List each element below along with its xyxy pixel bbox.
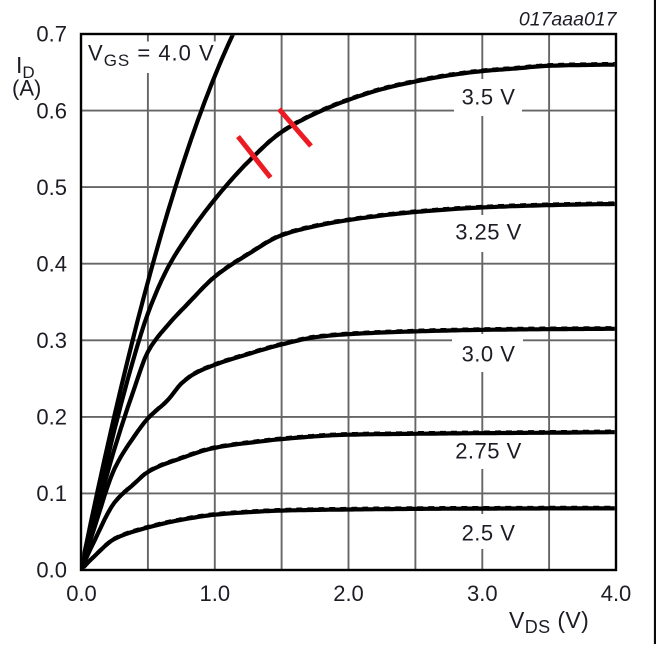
- svg-text:3.5 V: 3.5 V: [462, 85, 516, 110]
- svg-text:2.5 V: 2.5 V: [462, 521, 516, 546]
- svg-text:0.6: 0.6: [36, 98, 67, 123]
- svg-text:3.25 V: 3.25 V: [455, 220, 522, 245]
- svg-text:0.5: 0.5: [36, 175, 67, 200]
- svg-text:0.4: 0.4: [36, 251, 67, 276]
- svg-text:0.1: 0.1: [36, 481, 67, 506]
- svg-text:017aaa017: 017aaa017: [519, 9, 618, 31]
- svg-text:0.0: 0.0: [66, 581, 97, 606]
- svg-text:(A): (A): [12, 76, 41, 101]
- svg-text:4.0: 4.0: [601, 581, 632, 606]
- svg-text:1.0: 1.0: [200, 581, 231, 606]
- svg-text:3.0 V: 3.0 V: [462, 342, 516, 367]
- svg-text:0.2: 0.2: [36, 405, 67, 430]
- svg-text:3.0: 3.0: [467, 581, 498, 606]
- svg-text:0.0: 0.0: [36, 558, 67, 583]
- svg-text:0.7: 0.7: [36, 22, 67, 47]
- svg-text:0.3: 0.3: [36, 328, 67, 353]
- svg-text:2.0: 2.0: [333, 581, 364, 606]
- svg-text:2.75 V: 2.75 V: [455, 439, 522, 464]
